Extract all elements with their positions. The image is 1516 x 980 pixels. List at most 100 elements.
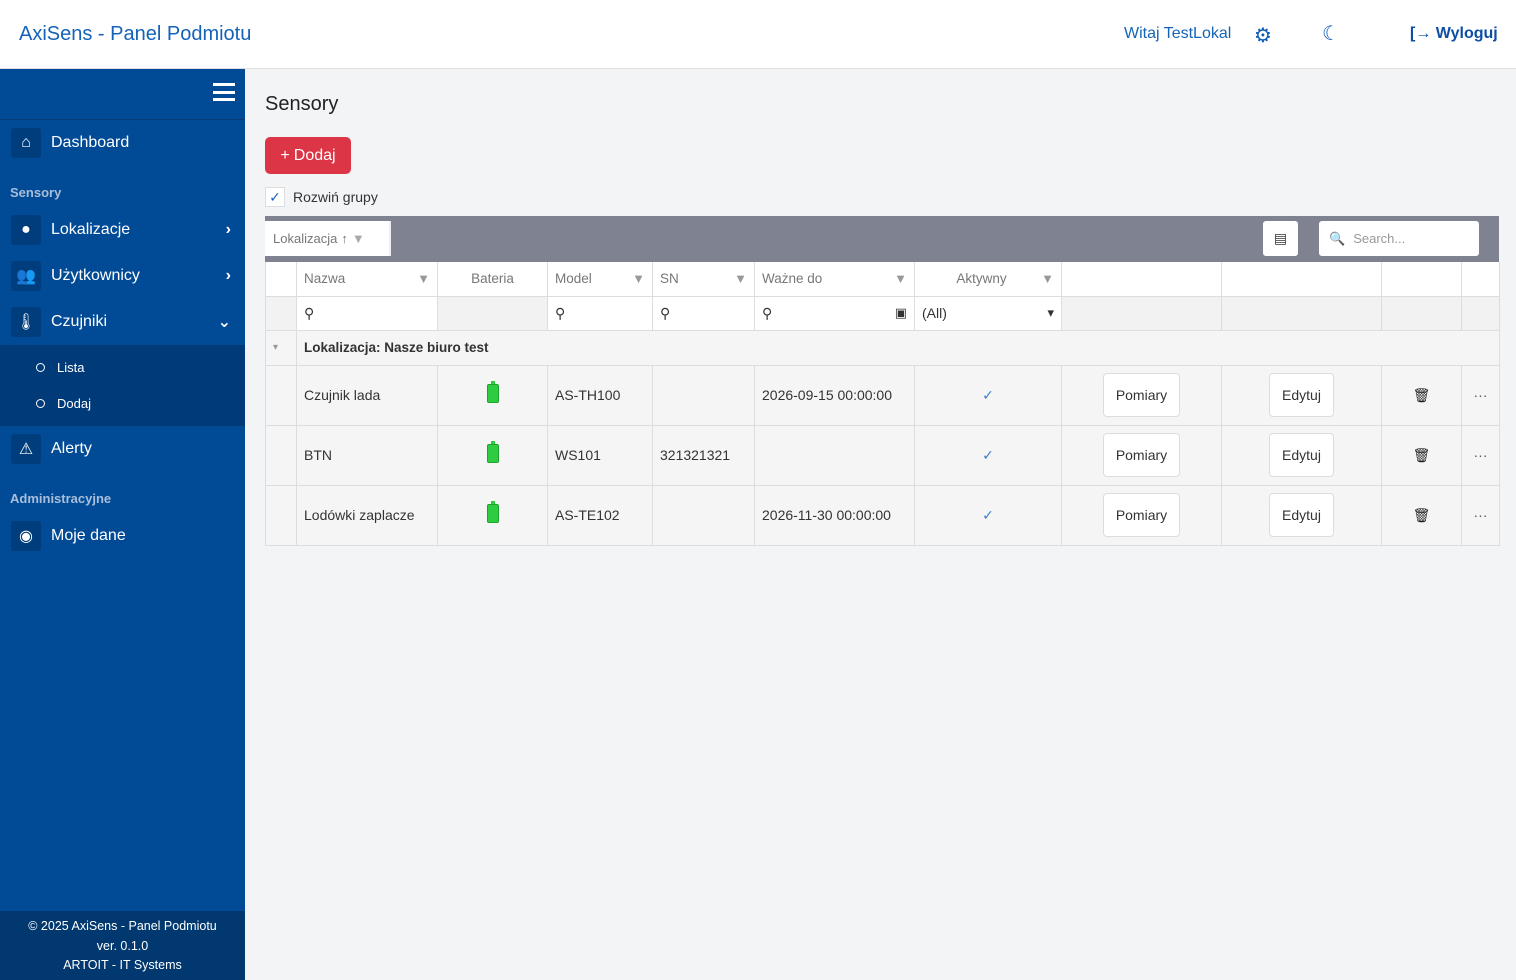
app-title: AxiSens - Panel Podmiotu — [19, 23, 252, 45]
pomiary-button[interactable]: Pomiary — [1102, 373, 1181, 417]
column-header-aktywny[interactable]: Aktywny ▼ — [914, 262, 1062, 297]
check-icon: ✓ — [914, 484, 1062, 546]
chevron-right-icon: › — [225, 267, 231, 284]
add-button[interactable]: + Dodaj — [265, 137, 351, 174]
check-icon: ✓ — [914, 364, 1062, 426]
edit-button[interactable]: Edytuj — [1269, 433, 1334, 477]
filter-wazne-do[interactable]: ⚲ ▣ — [754, 295, 915, 331]
edit-button[interactable]: Edytuj — [1269, 493, 1334, 537]
battery-full-icon — [486, 381, 499, 403]
greeting[interactable]: Witaj TestLokal — [1124, 25, 1232, 42]
more-icon[interactable]: ··· — [1461, 364, 1500, 426]
sidebar-footer: © 2025 AxiSens - Panel Podmiotu ver. 0.1… — [0, 911, 245, 980]
filter-row: ⚲ ⚲ ⚲ ⚲ ▣ (All) ▾ — [265, 295, 1500, 331]
user-circle-icon: ◉ — [11, 521, 41, 551]
search-icon: 🔍 — [1329, 230, 1346, 246]
filter-icon[interactable]: ▼ — [417, 271, 430, 287]
page-title: Sensory — [265, 93, 339, 115]
battery-full-icon — [486, 501, 499, 523]
sidebar-item-czujniki[interactable]: 🌡 Czujniki ⌄ — [0, 302, 245, 342]
home-icon: ⌂ — [11, 128, 41, 158]
cell-model: WS101 — [547, 424, 653, 486]
expand-groups-toggle[interactable]: ✓ Rozwiń grupy — [265, 187, 378, 207]
cell-battery — [437, 484, 548, 546]
more-icon[interactable]: ··· — [1461, 484, 1500, 546]
cell-sn — [652, 364, 755, 426]
header-row: Nazwa ▼ Bateria Model ▼ SN ▼ Ważne do ▼ Akty… — [265, 262, 1500, 297]
cell-valid-until: 2026-11-30 00:00:00 — [754, 484, 915, 546]
cell-battery — [437, 424, 548, 486]
column-chooser-button[interactable]: ▤ — [1263, 221, 1298, 256]
column-header-wazne-do[interactable]: Ważne do ▼ — [754, 262, 915, 297]
logout-icon: [→ — [1410, 25, 1436, 42]
map-pin-icon: ● — [11, 215, 41, 245]
group-row[interactable]: ▾ Lokalizacja: Nasze biuro test — [265, 329, 1500, 366]
filter-aktywny[interactable]: (All) ▾ — [914, 295, 1062, 331]
divider — [0, 119, 245, 120]
column-header-sn[interactable]: SN ▼ — [652, 262, 755, 297]
thermometer-icon: 🌡 — [11, 307, 41, 337]
sidebar-item-uzytkownicy[interactable]: 👥 Użytkownicy › — [0, 256, 245, 296]
check-icon: ✓ — [914, 424, 1062, 486]
sort-asc-icon[interactable]: ↑ — [341, 231, 348, 246]
cell-sn — [652, 484, 755, 546]
cell-valid-until — [754, 424, 915, 486]
group-chip-lokalizacja[interactable]: Lokalizacja ↑ ▼ — [265, 221, 391, 256]
filter-icon[interactable]: ▼ — [1041, 271, 1054, 287]
grid-toolbar: Lokalizacja ↑ ▼ ▤ 🔍 Search... — [265, 216, 1499, 262]
moon-icon[interactable]: ☾ — [1322, 23, 1340, 45]
sidebar-item-dashboard[interactable]: ⌂ Dashboard — [0, 123, 245, 163]
sidebar-subitem-dodaj[interactable]: Dodaj — [36, 396, 91, 411]
pomiary-button[interactable]: Pomiary — [1102, 493, 1181, 537]
table-row: BTN WS101 321321321 ✓ Pomiary Edytuj 🗑 ·… — [265, 424, 1500, 486]
more-icon[interactable]: ··· — [1461, 424, 1500, 486]
filter-icon[interactable]: ▼ — [351, 231, 365, 246]
cell-model: AS-TE102 — [547, 484, 653, 546]
sidebar-item-alerty[interactable]: ⚠ Alerty — [0, 429, 245, 469]
submenu: Lista Dodaj — [0, 345, 245, 426]
cell-valid-until: 2026-09-15 00:00:00 — [754, 364, 915, 426]
chevron-down-icon: ⌄ — [217, 314, 231, 331]
sidebar-item-lokalizacje[interactable]: ● Lokalizacje › — [0, 210, 245, 250]
column-header-bateria[interactable]: Bateria — [437, 262, 548, 297]
section-label: Sensory — [10, 185, 62, 200]
search-input[interactable]: 🔍 Search... — [1319, 221, 1479, 256]
circle-icon — [36, 363, 45, 372]
filter-icon[interactable]: ▼ — [894, 271, 907, 287]
pomiary-button[interactable]: Pomiary — [1102, 433, 1181, 477]
sidebar-subitem-lista[interactable]: Lista — [36, 360, 84, 375]
search-icon: ⚲ — [660, 304, 671, 321]
trash-icon[interactable]: 🗑 — [1381, 424, 1462, 486]
circle-icon — [36, 399, 45, 408]
filter-icon[interactable]: ▼ — [734, 271, 747, 287]
warning-icon: ⚠ — [11, 434, 41, 464]
logout-button[interactable]: [→ Wyloguj — [1410, 25, 1498, 42]
menu-icon[interactable] — [213, 83, 235, 101]
top-bar: AxiSens - Panel Podmiotu Witaj TestLokal… — [0, 0, 1516, 69]
filter-model[interactable]: ⚲ — [547, 295, 653, 331]
column-header-model[interactable]: Model ▼ — [547, 262, 653, 297]
gear-icon[interactable]: ⚙ — [1254, 25, 1272, 47]
cell-model: AS-TH100 — [547, 364, 653, 426]
search-icon: ⚲ — [304, 304, 315, 321]
filter-nazwa[interactable]: ⚲ — [296, 295, 438, 331]
sidebar: ⌂ Dashboard Sensory ● Lokalizacje › 👥 Użytko… — [0, 69, 245, 980]
sensors-grid: Lokalizacja ↑ ▼ ▤ 🔍 Search... Nazwa ▼ Bateri… — [265, 216, 1500, 546]
data-table: Nazwa ▼ Bateria Model ▼ SN ▼ Ważne do ▼ Akty… — [265, 262, 1500, 546]
trash-icon[interactable]: 🗑 — [1381, 364, 1462, 426]
search-icon: ⚲ — [762, 304, 773, 321]
users-icon: 👥 — [11, 261, 41, 291]
battery-full-icon — [486, 441, 499, 463]
trash-icon[interactable]: 🗑 — [1381, 484, 1462, 546]
cell-name: Czujnik lada — [296, 364, 438, 426]
collapse-icon[interactable]: ▾ — [265, 329, 297, 366]
column-header-nazwa[interactable]: Nazwa ▼ — [296, 262, 438, 297]
checkbox[interactable]: ✓ — [265, 187, 285, 207]
sidebar-item-moje-dane[interactable]: ◉ Moje dane — [0, 516, 245, 556]
edit-button[interactable]: Edytuj — [1269, 373, 1334, 417]
calendar-icon[interactable]: ▣ — [894, 304, 907, 320]
section-label: Administracyjne — [10, 491, 112, 506]
table-row: Lodówki zaplacze AS-TE102 2026-11-30 00:… — [265, 484, 1500, 546]
filter-icon[interactable]: ▼ — [632, 271, 645, 287]
filter-sn[interactable]: ⚲ — [652, 295, 755, 331]
